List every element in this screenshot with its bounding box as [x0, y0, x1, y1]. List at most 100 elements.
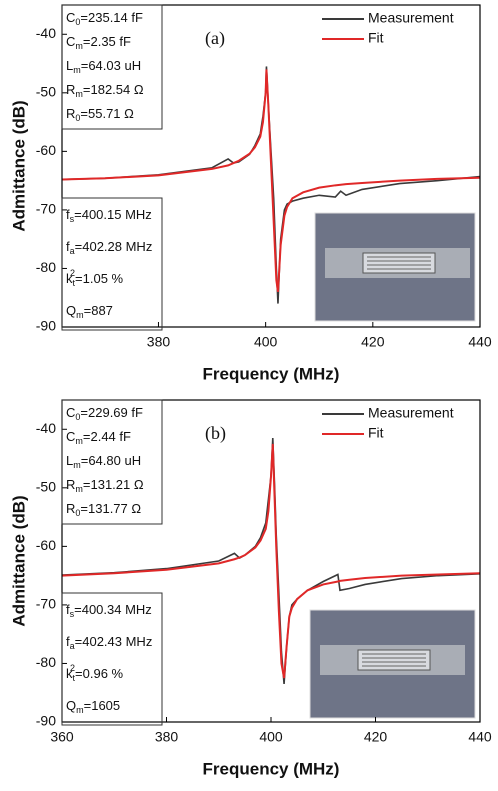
param-symbol: f [66, 602, 70, 617]
param-text: Lm=64.80 uH [66, 453, 141, 470]
param-value: =402.43 MHz [75, 634, 153, 649]
param-text: Lm=64.03 uH [66, 58, 141, 75]
param-value: =400.34 MHz [74, 602, 152, 617]
param-symbol: L [66, 453, 73, 468]
param-box [61, 4, 163, 130]
param-sub: m [73, 65, 81, 75]
plot-frame [61, 4, 481, 328]
param-text: fa=402.43 MHz [66, 634, 152, 651]
param-text: R0=55.71 Ω [66, 106, 134, 123]
legend-label: Fit [368, 30, 384, 46]
y-axis-label: Admittance (dB) [9, 495, 28, 626]
x-axis-label: Frequency (MHz) [203, 364, 340, 383]
param-value: =64.80 uH [81, 453, 141, 468]
param-sub: a [70, 246, 75, 256]
param-symbol: C [66, 34, 75, 49]
param-sup: 2 [70, 268, 75, 278]
param-sub: m [76, 705, 84, 715]
param-symbol: C [66, 405, 75, 420]
param-text: Cm=2.35 fF [66, 34, 131, 51]
x-tick-label: 360 [50, 729, 74, 745]
plot-frame [61, 399, 481, 723]
param-box [61, 592, 163, 726]
plot-lines [62, 438, 480, 685]
param-symbol: R [66, 501, 75, 516]
param-sub: t [73, 278, 76, 288]
param-sub: 0 [75, 17, 80, 27]
param-value: =2.35 fF [83, 34, 131, 49]
param-value: =400.15 MHz [74, 207, 152, 222]
legend-label: Measurement [368, 405, 454, 421]
param-symbol: f [66, 634, 70, 649]
param-sub: 0 [75, 508, 80, 518]
param-text: Rm=131.21 Ω [66, 477, 144, 494]
y-tick-label: -60 [36, 537, 56, 553]
param-value: =55.71 Ω [80, 106, 134, 121]
inset-device [357, 649, 431, 671]
x-tick-label: 440 [468, 729, 492, 745]
y-tick-label: -80 [36, 654, 56, 670]
param-sub: m [75, 41, 83, 51]
param-sub: m [75, 436, 83, 446]
param-text: Rm=182.54 Ω [66, 82, 144, 99]
x-tick-label: 400 [254, 334, 278, 350]
y-tick-label: -70 [36, 201, 56, 217]
param-symbol: R [66, 477, 75, 492]
param-sub: t [73, 673, 76, 683]
y-axis-label: Admittance (dB) [9, 100, 28, 231]
panel-label: (a) [205, 28, 225, 49]
param-value: =2.44 fF [83, 429, 131, 444]
param-symbol: R [66, 82, 75, 97]
data-line [62, 69, 480, 293]
y-tick-label: -90 [36, 318, 56, 334]
x-tick-label: 380 [147, 334, 171, 350]
param-text: C0=235.14 fF [66, 10, 143, 27]
param-text: fa=402.28 MHz [66, 239, 152, 256]
x-axis-label: Frequency (MHz) [203, 759, 340, 778]
x-tick-label: 420 [361, 334, 385, 350]
panel: -90 -80 -70 -60 -50 -40 360 380 400 420 440 Frequen… [9, 399, 492, 778]
param-value: =131.21 Ω [83, 477, 144, 492]
inset-device [362, 252, 436, 274]
param-value: =229.69 fF [80, 405, 143, 420]
param-symbol: R [66, 106, 75, 121]
param-value: =1.05 % [75, 271, 124, 286]
param-symbol: L [66, 58, 73, 73]
param-value: =402.28 MHz [75, 239, 153, 254]
panel: -90 -80 -70 -60 -50 -40 380 400 420 440 Frequency … [9, 4, 492, 383]
param-symbol: f [66, 239, 70, 254]
param-text: Qm=1605 [66, 698, 120, 715]
param-symbol: Q [66, 698, 76, 713]
y-tick-label: -90 [36, 713, 56, 729]
param-sub: m [75, 89, 83, 99]
y-tick-label: -40 [36, 420, 56, 436]
param-value: =887 [84, 303, 113, 318]
param-value: =1605 [84, 698, 121, 713]
param-box [61, 197, 163, 331]
param-sub: m [75, 484, 83, 494]
x-tick-label: 440 [468, 334, 492, 350]
param-box [61, 399, 163, 525]
param-text: Qm=887 [66, 303, 113, 320]
y-tick-label: -60 [36, 142, 56, 158]
param-text: kt2=0.96 % [66, 663, 124, 683]
y-tick-label: -80 [36, 259, 56, 275]
param-sub: s [70, 609, 75, 619]
param-text: R0=131.77 Ω [66, 501, 141, 518]
data-line [62, 443, 480, 679]
param-sub: s [70, 214, 75, 224]
panel-label: (b) [205, 423, 226, 444]
param-sub: 0 [75, 412, 80, 422]
param-sub: 0 [75, 113, 80, 123]
param-text: fs=400.34 MHz [66, 602, 152, 619]
legend-label: Fit [368, 425, 384, 441]
param-sub: m [73, 460, 81, 470]
y-tick-label: -40 [36, 25, 56, 41]
x-tick-label: 400 [259, 729, 283, 745]
x-tick-label: 380 [155, 729, 179, 745]
y-tick-label: -70 [36, 596, 56, 612]
param-value: =182.54 Ω [83, 82, 144, 97]
param-text: Cm=2.44 fF [66, 429, 131, 446]
param-value: =131.77 Ω [80, 501, 141, 516]
